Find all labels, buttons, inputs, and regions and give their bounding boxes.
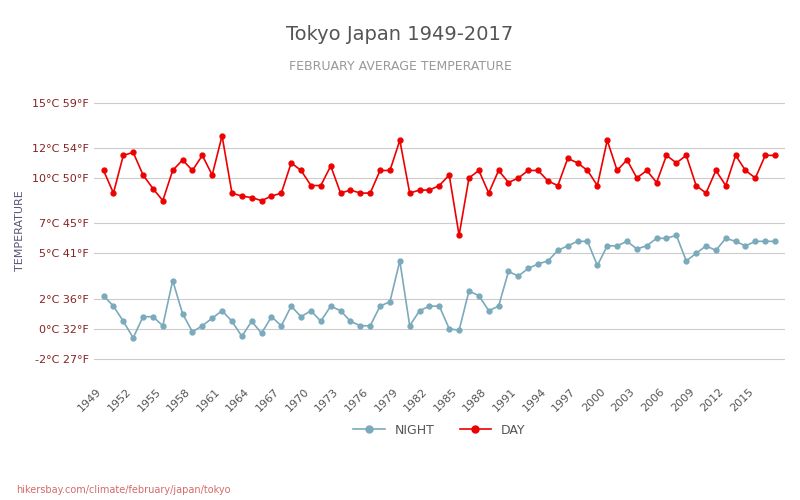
Text: Tokyo Japan 1949-2017: Tokyo Japan 1949-2017 <box>286 25 514 44</box>
Legend: NIGHT, DAY: NIGHT, DAY <box>349 418 530 442</box>
Y-axis label: TEMPERATURE: TEMPERATURE <box>15 190 25 271</box>
Text: hikersbay.com/climate/february/japan/tokyo: hikersbay.com/climate/february/japan/tok… <box>16 485 230 495</box>
Text: FEBRUARY AVERAGE TEMPERATURE: FEBRUARY AVERAGE TEMPERATURE <box>289 60 511 73</box>
